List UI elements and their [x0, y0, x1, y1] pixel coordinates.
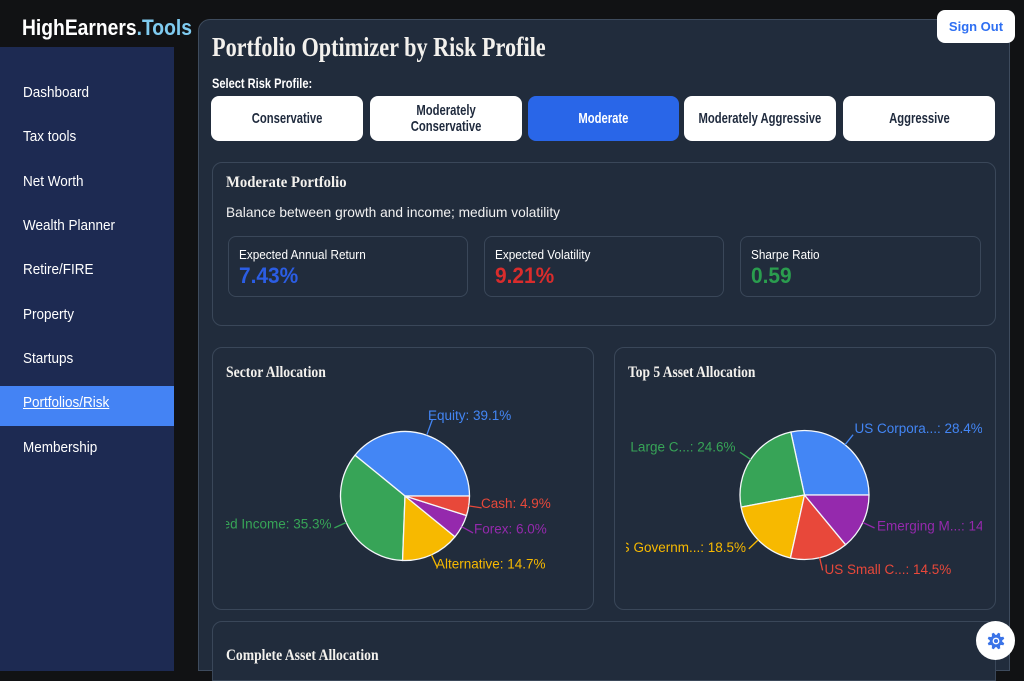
- svg-text:Fixed Income: 35.3%: Fixed Income: 35.3%: [226, 516, 332, 531]
- svg-text:US Governm...: 18.5%: US Governm...: 18.5%: [626, 540, 746, 555]
- svg-text:Emerging M...: 14.1%: Emerging M...: 14.1%: [877, 518, 982, 533]
- svg-text:US Large C...: 24.6%: US Large C...: 24.6%: [626, 439, 736, 454]
- svg-text:Equity: 39.1%: Equity: 39.1%: [428, 408, 511, 423]
- svg-text:US Small C...: 14.5%: US Small C...: 14.5%: [825, 562, 952, 577]
- svg-text:US Corpora...: 28.4%: US Corpora...: 28.4%: [855, 421, 983, 436]
- svg-text:Forex: 6.0%: Forex: 6.0%: [474, 521, 547, 536]
- svg-text:Cash: 4.9%: Cash: 4.9%: [481, 496, 551, 511]
- svg-text:Alternative: 14.7%: Alternative: 14.7%: [436, 556, 546, 571]
